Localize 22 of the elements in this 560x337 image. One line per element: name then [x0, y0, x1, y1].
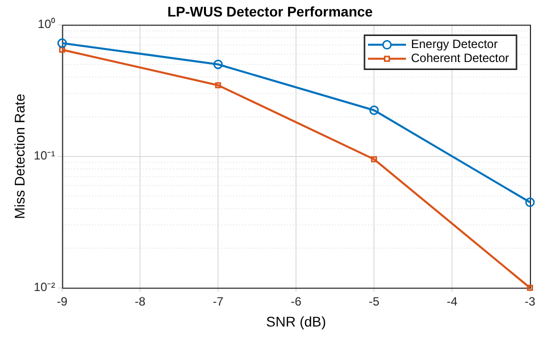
point: [215, 82, 222, 88]
point: [369, 105, 379, 115]
y-tick-label: 10⁻¹: [34, 148, 56, 163]
x-axis-title: SNR (dB): [266, 313, 326, 330]
x-tick-label: -5: [368, 294, 380, 308]
x-tick-label: -9: [56, 294, 68, 308]
y-tick-label: 10⁻²: [34, 280, 56, 294]
legend-label: Coherent Detector: [411, 51, 510, 66]
point: [59, 46, 66, 53]
legend-label: Energy Detector: [411, 37, 498, 52]
point: [371, 156, 378, 162]
x-tick-label: -7: [212, 294, 224, 308]
x-tick-label: -4: [446, 294, 458, 308]
point: [525, 198, 535, 208]
x-tick-label: -6: [290, 294, 302, 308]
y-tick-label: 10⁰: [38, 17, 56, 32]
point: [57, 38, 67, 48]
point: [213, 60, 223, 70]
x-tick-label: -3: [524, 294, 536, 308]
y-axis-title: Miss Detection Rate: [11, 93, 28, 219]
x-tick-label: -8: [134, 294, 146, 308]
chart-title: LP-WUS Detector Performance: [167, 3, 373, 20]
